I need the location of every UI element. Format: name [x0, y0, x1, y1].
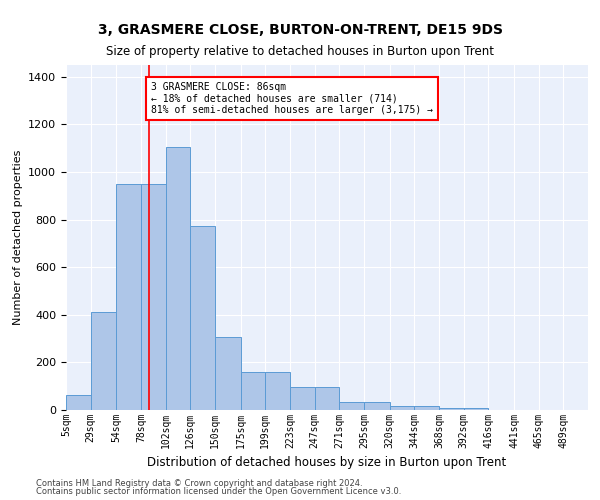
- X-axis label: Distribution of detached houses by size in Burton upon Trent: Distribution of detached houses by size …: [148, 456, 506, 469]
- Bar: [439, 408, 464, 410]
- Bar: [141, 184, 166, 410]
- Bar: [166, 147, 190, 410]
- Bar: [314, 388, 340, 410]
- Bar: [116, 184, 141, 410]
- Text: Contains HM Land Registry data © Crown copyright and database right 2024.: Contains HM Land Registry data © Crown c…: [36, 478, 362, 488]
- Bar: [290, 388, 314, 410]
- Bar: [91, 312, 116, 410]
- Y-axis label: Number of detached properties: Number of detached properties: [13, 150, 23, 325]
- Bar: [340, 402, 364, 410]
- Bar: [190, 226, 215, 410]
- Text: 3 GRASMERE CLOSE: 86sqm
← 18% of detached houses are smaller (714)
81% of semi-d: 3 GRASMERE CLOSE: 86sqm ← 18% of detache…: [151, 82, 433, 115]
- Bar: [241, 372, 265, 410]
- Bar: [389, 406, 415, 410]
- Text: Contains public sector information licensed under the Open Government Licence v3: Contains public sector information licen…: [36, 487, 401, 496]
- Bar: [215, 338, 241, 410]
- Bar: [464, 408, 488, 410]
- Bar: [66, 394, 91, 410]
- Bar: [265, 372, 290, 410]
- Bar: [415, 406, 439, 410]
- Text: Size of property relative to detached houses in Burton upon Trent: Size of property relative to detached ho…: [106, 45, 494, 58]
- Bar: [364, 402, 389, 410]
- Text: 3, GRASMERE CLOSE, BURTON-ON-TRENT, DE15 9DS: 3, GRASMERE CLOSE, BURTON-ON-TRENT, DE15…: [97, 22, 503, 36]
